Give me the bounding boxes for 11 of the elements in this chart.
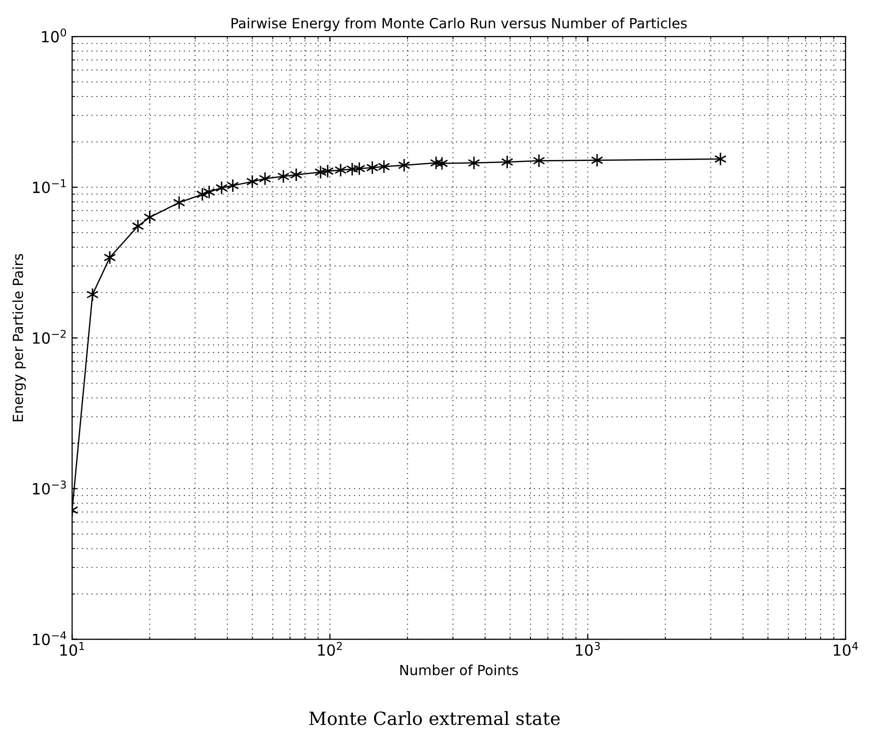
x-tick-label: 10$^{4}$: [834, 642, 858, 656]
x-axis-title: Number of Points: [400, 664, 518, 676]
x-tick-label: 10$^{3}$: [576, 642, 600, 656]
chart-title: Pairwise Energy from Monte Carlo Run versus Number of Particles: [232, 18, 687, 32]
x-tick-label: 10$^{2}$: [318, 642, 342, 656]
y-tick-label: 10$^{−1}$: [33, 179, 66, 194]
y-tick-label: 10$^{0}$: [42, 28, 66, 42]
text: Monte Carlo extremal state: [309, 711, 560, 726]
y-tick-label: 10$^{−3}$: [33, 480, 66, 495]
y-axis-title: Energy per Particle Pairs: [12, 254, 26, 422]
y-tick-label: 10$^{−2}$: [33, 330, 66, 344]
